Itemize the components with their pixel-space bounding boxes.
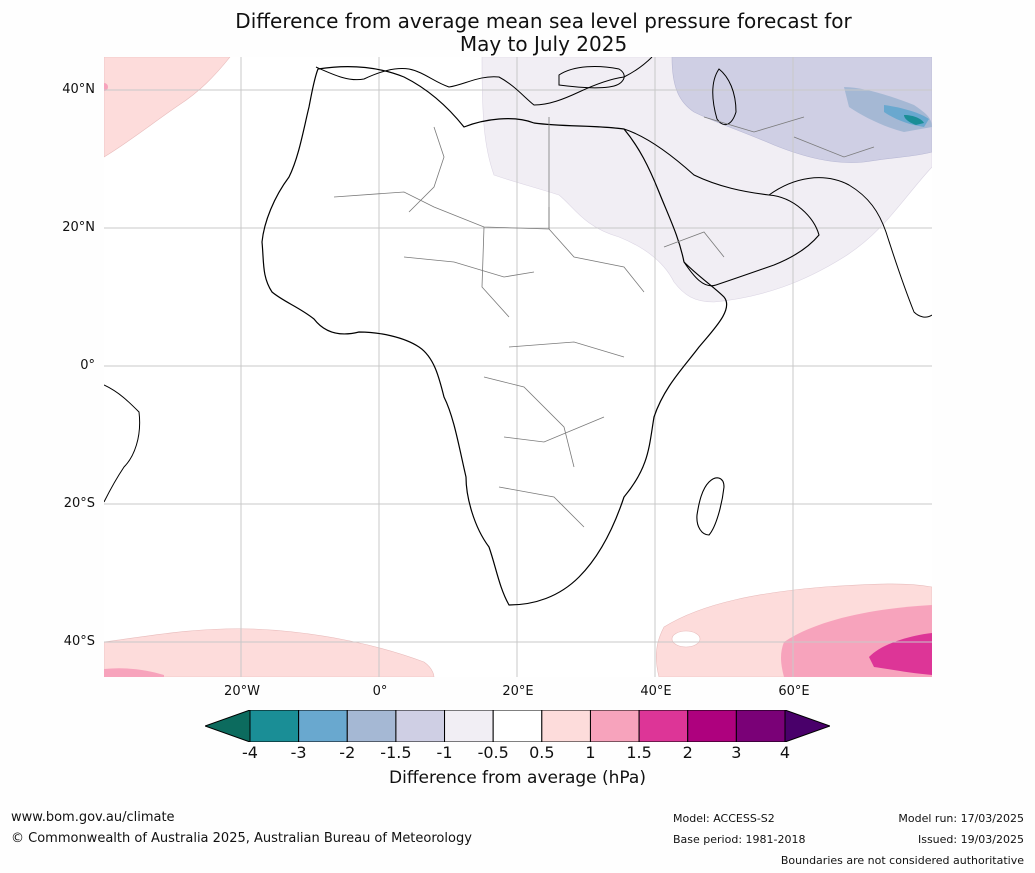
country-borders bbox=[333, 116, 875, 528]
south-america-coastline bbox=[104, 384, 141, 503]
colorbar-cell bbox=[492, 710, 543, 742]
colorbar-tick-label: 2 bbox=[682, 743, 693, 762]
colorbar-tick-label: 1 bbox=[585, 743, 596, 762]
colorbar-cells bbox=[249, 710, 786, 742]
footer-website: www.bom.gov.au/climate bbox=[11, 810, 175, 825]
anomaly-hole bbox=[671, 630, 701, 648]
anomaly-pos-small bbox=[104, 83, 108, 91]
colorbar-cell bbox=[735, 710, 786, 742]
colorbar-tick-label: -2 bbox=[339, 743, 356, 762]
lat-label-20n: 20°N bbox=[62, 220, 95, 235]
colorbar-cell bbox=[395, 710, 446, 742]
colorbar-cell bbox=[687, 710, 737, 742]
footer-copyright: © Commonwealth of Australia 2025, Austra… bbox=[11, 831, 472, 846]
colorbar-tick-label: -3 bbox=[290, 743, 307, 762]
anomaly-neg-strongest-asia bbox=[904, 115, 924, 125]
anomaly-pos-north-atlantic bbox=[104, 57, 231, 158]
footer-base-period: Base period: 1981-2018 bbox=[673, 833, 806, 846]
colorbar-cell bbox=[444, 710, 494, 742]
colorbar-cell bbox=[249, 710, 300, 742]
colorbar-cell bbox=[638, 710, 689, 742]
footer-model: Model: ACCESS-S2 bbox=[673, 812, 775, 825]
colorbar-tick-label: -1.5 bbox=[380, 743, 412, 762]
footer-issued: Issued: 19/03/2025 bbox=[917, 833, 1024, 846]
lon-label-40e: 40°E bbox=[640, 684, 672, 699]
title-line-2: May to July 2025 bbox=[459, 32, 628, 56]
colorbar-tick-label: 3 bbox=[731, 743, 742, 762]
colorbar-cell bbox=[541, 710, 591, 742]
colorbar-extend-high bbox=[784, 710, 830, 742]
colorbar-tick-label: -0.5 bbox=[477, 743, 509, 762]
colorbar-tick-label: 4 bbox=[779, 743, 791, 762]
title-line-1: Difference from average mean sea level p… bbox=[235, 9, 852, 33]
lon-label-20e: 20°E bbox=[502, 684, 534, 699]
colorbar-cell bbox=[346, 710, 397, 742]
map-svg bbox=[104, 57, 932, 677]
anomaly-neg-mid-asia bbox=[671, 57, 932, 163]
lat-label-40n: 40°N bbox=[62, 82, 95, 97]
south-asia-coastline bbox=[768, 177, 932, 318]
colorbar-extend-low bbox=[205, 710, 251, 742]
lat-label-40s: 40°S bbox=[63, 634, 95, 649]
colorbar-tick-label: -4 bbox=[242, 743, 258, 762]
europe-coastline bbox=[315, 57, 653, 106]
colorbar-tick-label: 0.5 bbox=[529, 743, 555, 762]
colorbar-tick-label: -1 bbox=[436, 743, 453, 762]
lat-label-0: 0° bbox=[80, 358, 95, 373]
lon-label-0: 0° bbox=[372, 684, 388, 699]
colorbar-cell bbox=[298, 710, 348, 742]
colorbar bbox=[205, 710, 830, 742]
map-panel bbox=[104, 57, 932, 677]
lon-label-20w: 20°W bbox=[224, 684, 260, 699]
africa-coastline bbox=[261, 66, 728, 606]
madagascar bbox=[696, 477, 725, 536]
colorbar-cell bbox=[589, 710, 640, 742]
lon-label-60e: 60°E bbox=[778, 684, 810, 699]
lat-label-20s: 20°S bbox=[63, 496, 95, 511]
arabia-coastline bbox=[623, 128, 820, 287]
colorbar-tick-label: 1.5 bbox=[626, 743, 652, 762]
anomaly-pos-south-atlantic-inner bbox=[104, 668, 164, 677]
anomaly-pos-south-indian-strong bbox=[869, 633, 932, 675]
anomaly-pos-south-atlantic bbox=[104, 628, 435, 677]
footer-model-run: Model run: 17/03/2025 bbox=[898, 812, 1024, 825]
black-sea bbox=[558, 66, 625, 89]
gridlines bbox=[104, 57, 932, 677]
footer-disclaimer: Boundaries are not considered authoritat… bbox=[780, 854, 1024, 867]
colorbar-label: Difference from average (hPa) bbox=[389, 768, 646, 788]
chart-title: Difference from average mean sea level p… bbox=[0, 10, 1035, 56]
